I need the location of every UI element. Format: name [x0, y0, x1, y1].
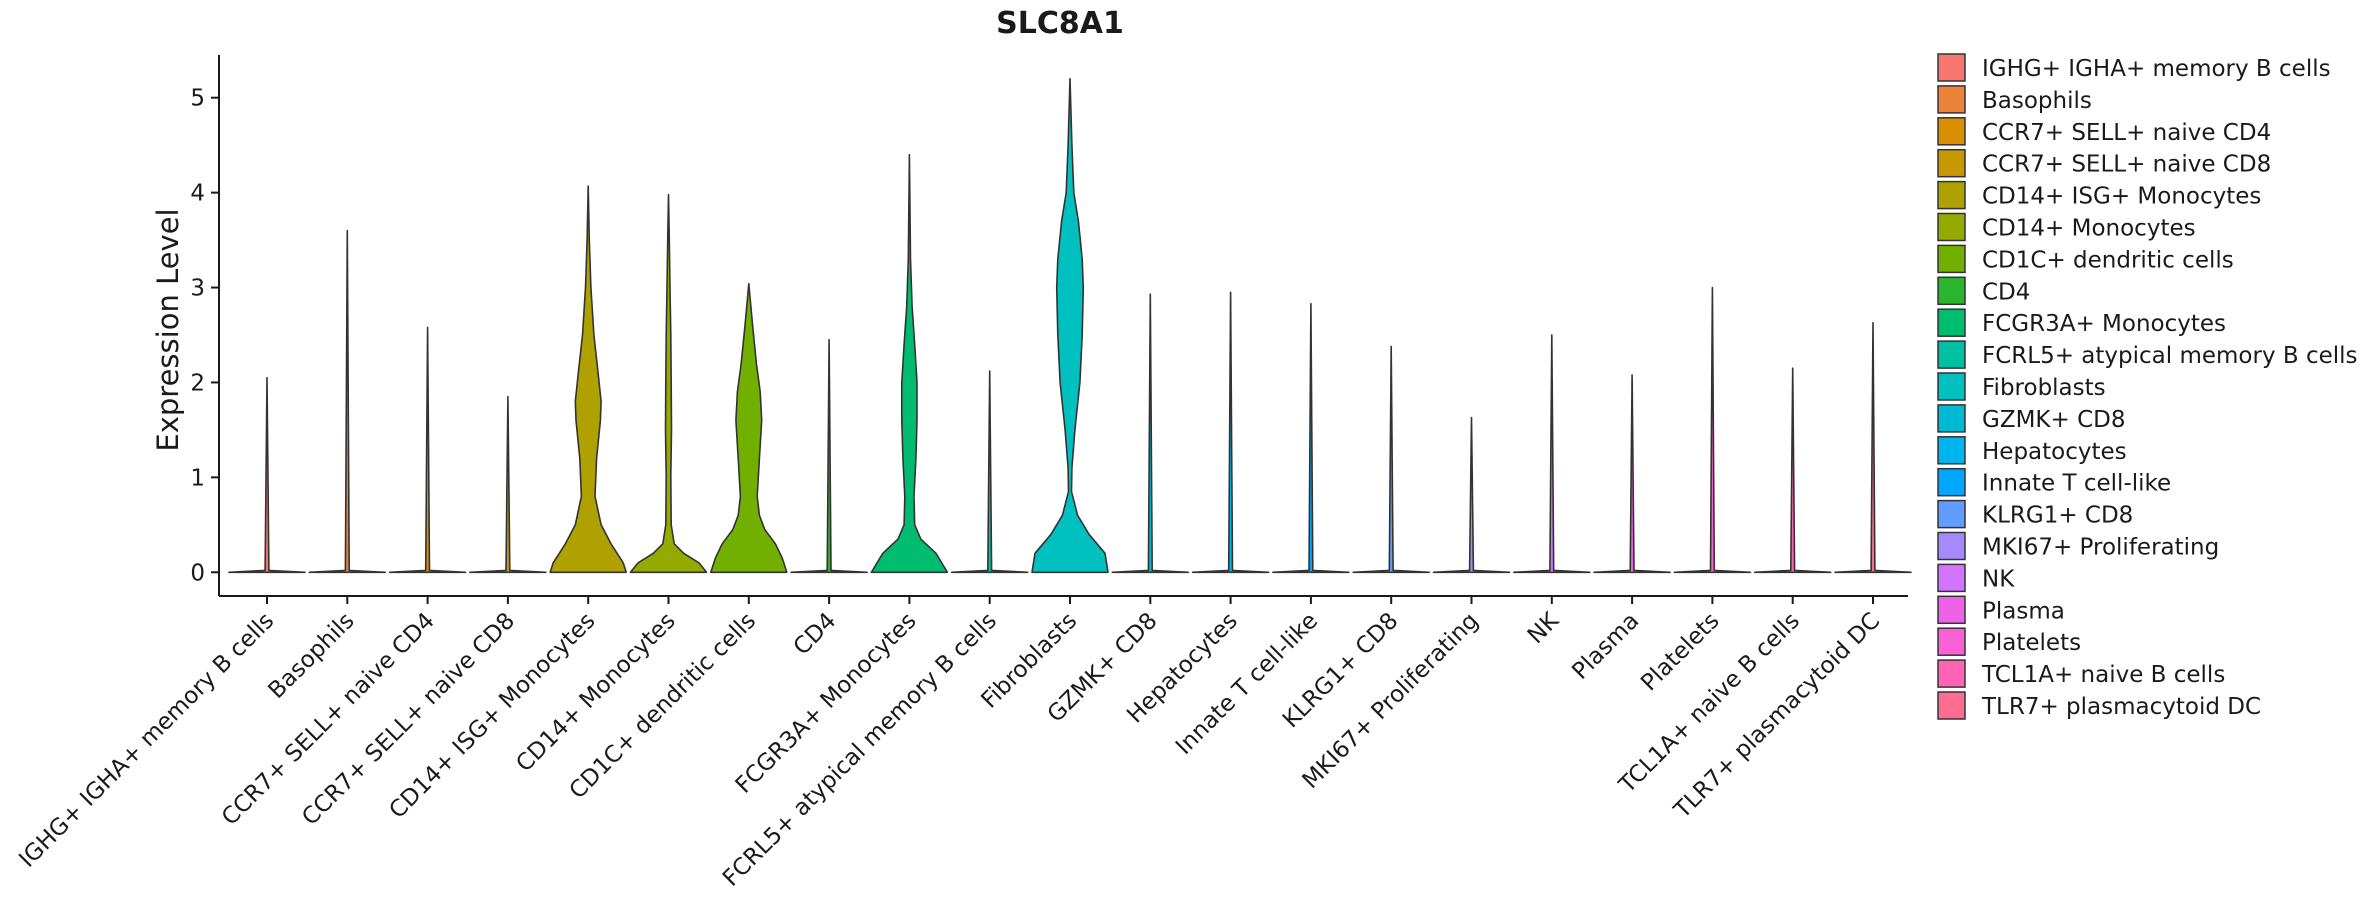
violin-18 [1593, 374, 1671, 574]
legend-key [1937, 404, 1966, 433]
violin-20 [1753, 367, 1832, 574]
legend-key [1937, 531, 1966, 561]
x-tick-label: CD4 [789, 608, 842, 661]
y-tick-label: 5 [190, 86, 205, 112]
violin-16 [1432, 416, 1511, 574]
legend-key [1937, 563, 1966, 593]
violin-10 [950, 370, 1029, 574]
legend-label: Platelets [1982, 630, 2081, 656]
violin-15 [1352, 345, 1430, 574]
x-tick-label: NK [1523, 607, 1565, 649]
legend: IGHG+ IGHA+ memory B cells Basophils CCR7+… [1937, 53, 2358, 720]
legend-label: MKI67+ Proliferating [1982, 535, 2219, 561]
legend-key [1937, 180, 1966, 210]
legend-label: KLRG1+ CD8 [1982, 503, 2133, 529]
legend-key [1937, 244, 1966, 274]
legend-key [1937, 53, 1966, 82]
violin-13 [1191, 291, 1270, 574]
legend-key [1937, 148, 1966, 178]
legend-key [1937, 372, 1966, 401]
violin-7 [710, 282, 788, 574]
y-tick-label: 0 [190, 560, 205, 586]
legend-key [1937, 212, 1966, 242]
legend-label: GZMK+ CD8 [1982, 407, 2126, 433]
y-axis-title: Expression Level [151, 208, 185, 451]
legend-label: CD14+ Monocytes [1982, 216, 2196, 242]
y-tick-label: 2 [190, 370, 205, 396]
legend-key [1937, 691, 1966, 720]
legend-key [1937, 436, 1966, 465]
legend-label: NK [1982, 566, 2015, 592]
legend-key [1937, 276, 1966, 306]
legend-key [1937, 467, 1966, 497]
legend-key [1937, 308, 1966, 337]
y-tick-label: 4 [190, 181, 205, 207]
legend-key [1937, 117, 1966, 146]
legend-label: CD1C+ dendritic cells [1982, 247, 2234, 273]
legend-label: Hepatocytes [1982, 439, 2127, 465]
violin-12 [1111, 293, 1190, 574]
x-ticks: IGHG+ IGHA+ memory B cellsBasophilsCCR7+… [14, 596, 1885, 892]
legend-key [1937, 499, 1966, 529]
violin-14 [1272, 302, 1350, 574]
legend-label: FCGR3A+ Monocytes [1982, 311, 2226, 337]
violin-2 [308, 229, 387, 574]
legend-label: CD14+ ISG+ Monocytes [1982, 184, 2261, 210]
violin-3 [388, 326, 467, 574]
violin-8 [790, 338, 868, 574]
legend-label: IGHG+ IGHA+ memory B cells [1982, 56, 2331, 82]
violin-6 [629, 193, 708, 574]
violins [228, 77, 1912, 574]
y-tick-label: 3 [190, 276, 205, 302]
legend-key [1937, 659, 1966, 688]
legend-label: Basophils [1982, 88, 2092, 114]
violin-5 [549, 185, 627, 574]
legend-key [1937, 340, 1966, 369]
legend-label: TCL1A+ naive B cells [1981, 662, 2225, 688]
violin-11 [1031, 77, 1109, 574]
violin-1 [228, 376, 306, 574]
violin-19 [1673, 286, 1752, 574]
chart-title: SLC8A1 [996, 6, 1124, 41]
legend-key [1937, 627, 1966, 656]
legend-label: CCR7+ SELL+ naive CD8 [1982, 152, 2271, 178]
legend-label: Fibroblasts [1982, 375, 2106, 401]
y-ticks: 0 1 2 3 4 5 [190, 86, 219, 586]
legend-label: CD4 [1982, 279, 2030, 305]
violin-17 [1513, 334, 1591, 574]
x-tick-label: Innate T cell-like [1171, 608, 1323, 760]
violin-21 [1834, 321, 1912, 574]
y-tick-label: 1 [190, 465, 205, 491]
legend-label: FCRL5+ atypical memory B cells [1982, 343, 2358, 369]
violin-4 [469, 395, 547, 574]
legend-label: Innate T cell-like [1982, 471, 2171, 497]
legend-label: Plasma [1982, 598, 2065, 624]
legend-label: CCR7+ SELL+ naive CD4 [1982, 120, 2271, 146]
x-tick-label: IGHG+ IGHA+ memory B cells [14, 608, 279, 873]
legend-key [1937, 85, 1966, 114]
x-tick-label: CD14+ Monocytes [511, 608, 680, 777]
legend-key [1937, 595, 1966, 625]
violin-9 [870, 153, 949, 574]
legend-label: TLR7+ plasmacytoid DC [1981, 694, 2261, 720]
x-tick-label: Plasma [1567, 608, 1644, 685]
